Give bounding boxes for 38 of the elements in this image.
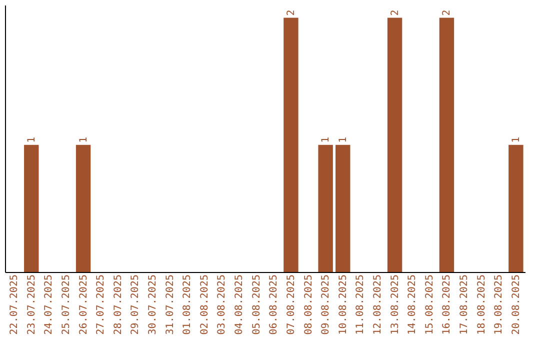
x-tick-label: 03.08.2025 — [216, 274, 228, 335]
data-label: 1 — [338, 136, 349, 143]
x-tick-label: 04.08.2025 — [234, 274, 246, 335]
data-label: 1 — [78, 136, 90, 143]
x-tick-label: 17.08.2025 — [459, 274, 470, 335]
x-tick-label: 31.07.2025 — [164, 274, 176, 335]
x-tick-label: 26.07.2025 — [78, 274, 90, 335]
data-label: 1 — [510, 136, 522, 143]
x-tick-label: 22.07.2025 — [9, 274, 20, 335]
x-tick-label: 23.07.2025 — [26, 274, 38, 335]
x-tick-label: 12.08.2025 — [372, 274, 384, 335]
x-tick-label: 24.07.2025 — [44, 274, 55, 335]
x-tick-label: 02.08.2025 — [199, 274, 210, 335]
x-tick-label: 13.08.2025 — [390, 274, 401, 335]
data-label: 1 — [320, 136, 332, 143]
x-tick-label: 07.08.2025 — [286, 274, 297, 335]
x-tick-label: 20.08.2025 — [510, 274, 522, 335]
x-tick-label: 05.08.2025 — [251, 274, 262, 335]
data-label: 2 — [390, 10, 401, 16]
x-tick-label: 08.08.2025 — [303, 274, 314, 335]
x-tick-label: 25.07.2025 — [61, 274, 72, 335]
x-tick-label: 29.07.2025 — [130, 274, 142, 335]
x-tick-label: 01.08.2025 — [182, 274, 194, 335]
data-label: 1 — [26, 136, 38, 143]
x-tick-label: 10.08.2025 — [338, 274, 349, 335]
x-tick-label: 16.08.2025 — [442, 274, 453, 335]
x-tick-label: 14.08.2025 — [407, 274, 418, 335]
x-tick-label: 28.07.2025 — [112, 274, 124, 335]
x-tick-label: 06.08.2025 — [268, 274, 280, 335]
x-tick-label: 09.08.2025 — [320, 274, 332, 335]
x-tick-label: 27.07.2025 — [96, 274, 107, 335]
x-tick-label: 30.07.2025 — [148, 274, 159, 335]
x-tick-label: 15.08.2025 — [424, 274, 436, 335]
data-label: 2 — [286, 10, 297, 16]
data-label: 2 — [442, 10, 453, 16]
x-tick-label: 18.08.2025 — [476, 274, 488, 335]
x-tick-label: 11.08.2025 — [355, 274, 366, 335]
x-tick-label: 19.08.2025 — [494, 274, 505, 335]
